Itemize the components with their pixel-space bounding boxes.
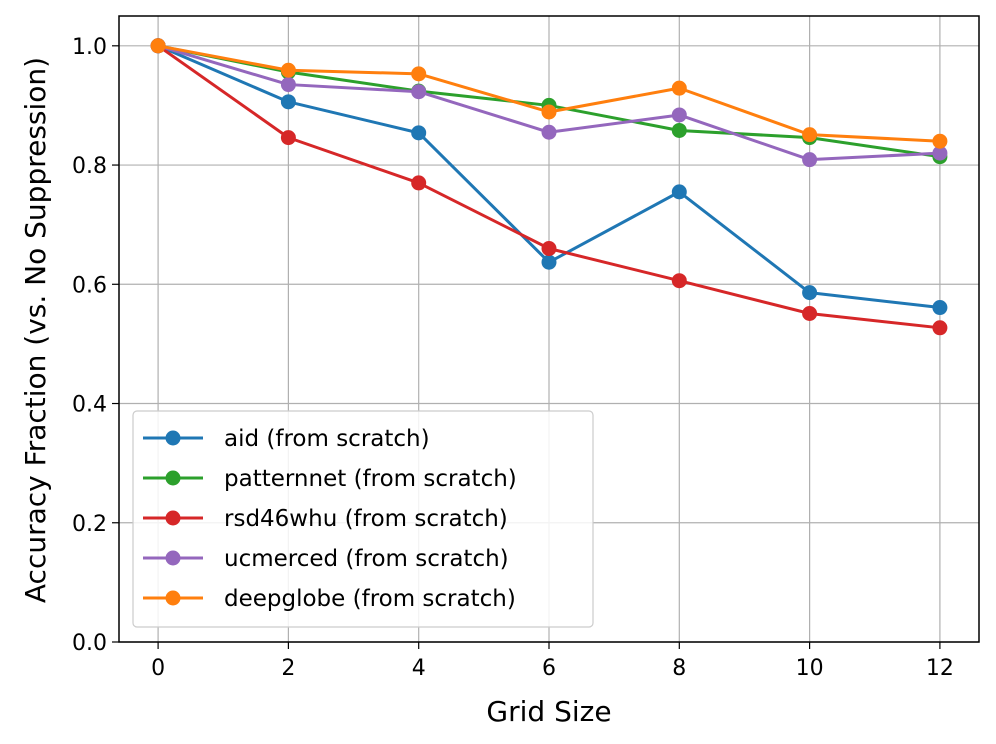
- y-tick-label: 0.0: [72, 631, 107, 656]
- y-tick-label: 0.2: [72, 512, 107, 537]
- data-point: [411, 175, 427, 191]
- data-point: [280, 62, 296, 78]
- y-tick-label: 1.0: [72, 35, 107, 60]
- x-tick-label: 4: [412, 656, 426, 681]
- legend-swatch-marker: [165, 430, 181, 446]
- data-point: [671, 184, 687, 200]
- legend-label: ucmerced (from scratch): [224, 546, 509, 572]
- data-point: [932, 300, 948, 316]
- x-tick-label: 8: [672, 656, 686, 681]
- x-tick-label: 2: [281, 656, 295, 681]
- x-axis-label: Grid Size: [486, 695, 611, 728]
- series-layer: [150, 38, 948, 336]
- y-tick-label: 0.4: [72, 393, 107, 418]
- legend-swatch-marker: [165, 470, 181, 486]
- x-tick-label: 12: [926, 656, 954, 681]
- y-tick-label: 0.8: [72, 154, 107, 179]
- data-point: [932, 145, 948, 161]
- legend-label: patternnet (from scratch): [224, 466, 517, 492]
- data-point: [280, 130, 296, 146]
- data-point: [671, 122, 687, 138]
- data-point: [671, 107, 687, 123]
- legend-label: deepglobe (from scratch): [224, 586, 516, 612]
- legend: aid (from scratch) patternnet (from scrat…: [132, 410, 594, 628]
- data-point: [150, 38, 166, 54]
- data-point: [802, 305, 818, 321]
- data-point: [802, 285, 818, 301]
- data-point: [932, 133, 948, 149]
- legend-box: [132, 410, 594, 628]
- data-point: [411, 66, 427, 82]
- series-4: [150, 38, 948, 149]
- data-point: [802, 127, 818, 143]
- data-point: [280, 77, 296, 93]
- legend-label: rsd46whu (from scratch): [224, 506, 508, 532]
- legend-swatch-marker: [165, 590, 181, 606]
- data-point: [671, 80, 687, 96]
- data-point: [541, 124, 557, 140]
- data-point: [411, 84, 427, 100]
- y-axis-label: Accuracy Fraction (vs. No Suppression): [19, 57, 52, 603]
- data-point: [541, 241, 557, 257]
- series-3: [150, 38, 948, 168]
- data-point: [802, 152, 818, 168]
- y-axis-ticks: 0.0 0.2 0.4 0.6 0.8 1.0: [72, 35, 119, 656]
- x-tick-label: 10: [796, 656, 824, 681]
- series-0: [150, 38, 948, 316]
- data-point: [671, 273, 687, 289]
- data-point: [541, 104, 557, 120]
- data-point: [411, 125, 427, 141]
- x-tick-label: 0: [151, 656, 165, 681]
- x-tick-label: 6: [542, 656, 556, 681]
- data-point: [541, 254, 557, 270]
- legend-swatch-marker: [165, 510, 181, 526]
- data-point: [280, 94, 296, 110]
- legend-label: aid (from scratch): [224, 426, 430, 452]
- legend-swatch-marker: [165, 550, 181, 566]
- y-tick-label: 0.6: [72, 273, 107, 298]
- x-axis-ticks: 0 2 4 6 8 10 12: [151, 642, 954, 681]
- data-point: [932, 320, 948, 336]
